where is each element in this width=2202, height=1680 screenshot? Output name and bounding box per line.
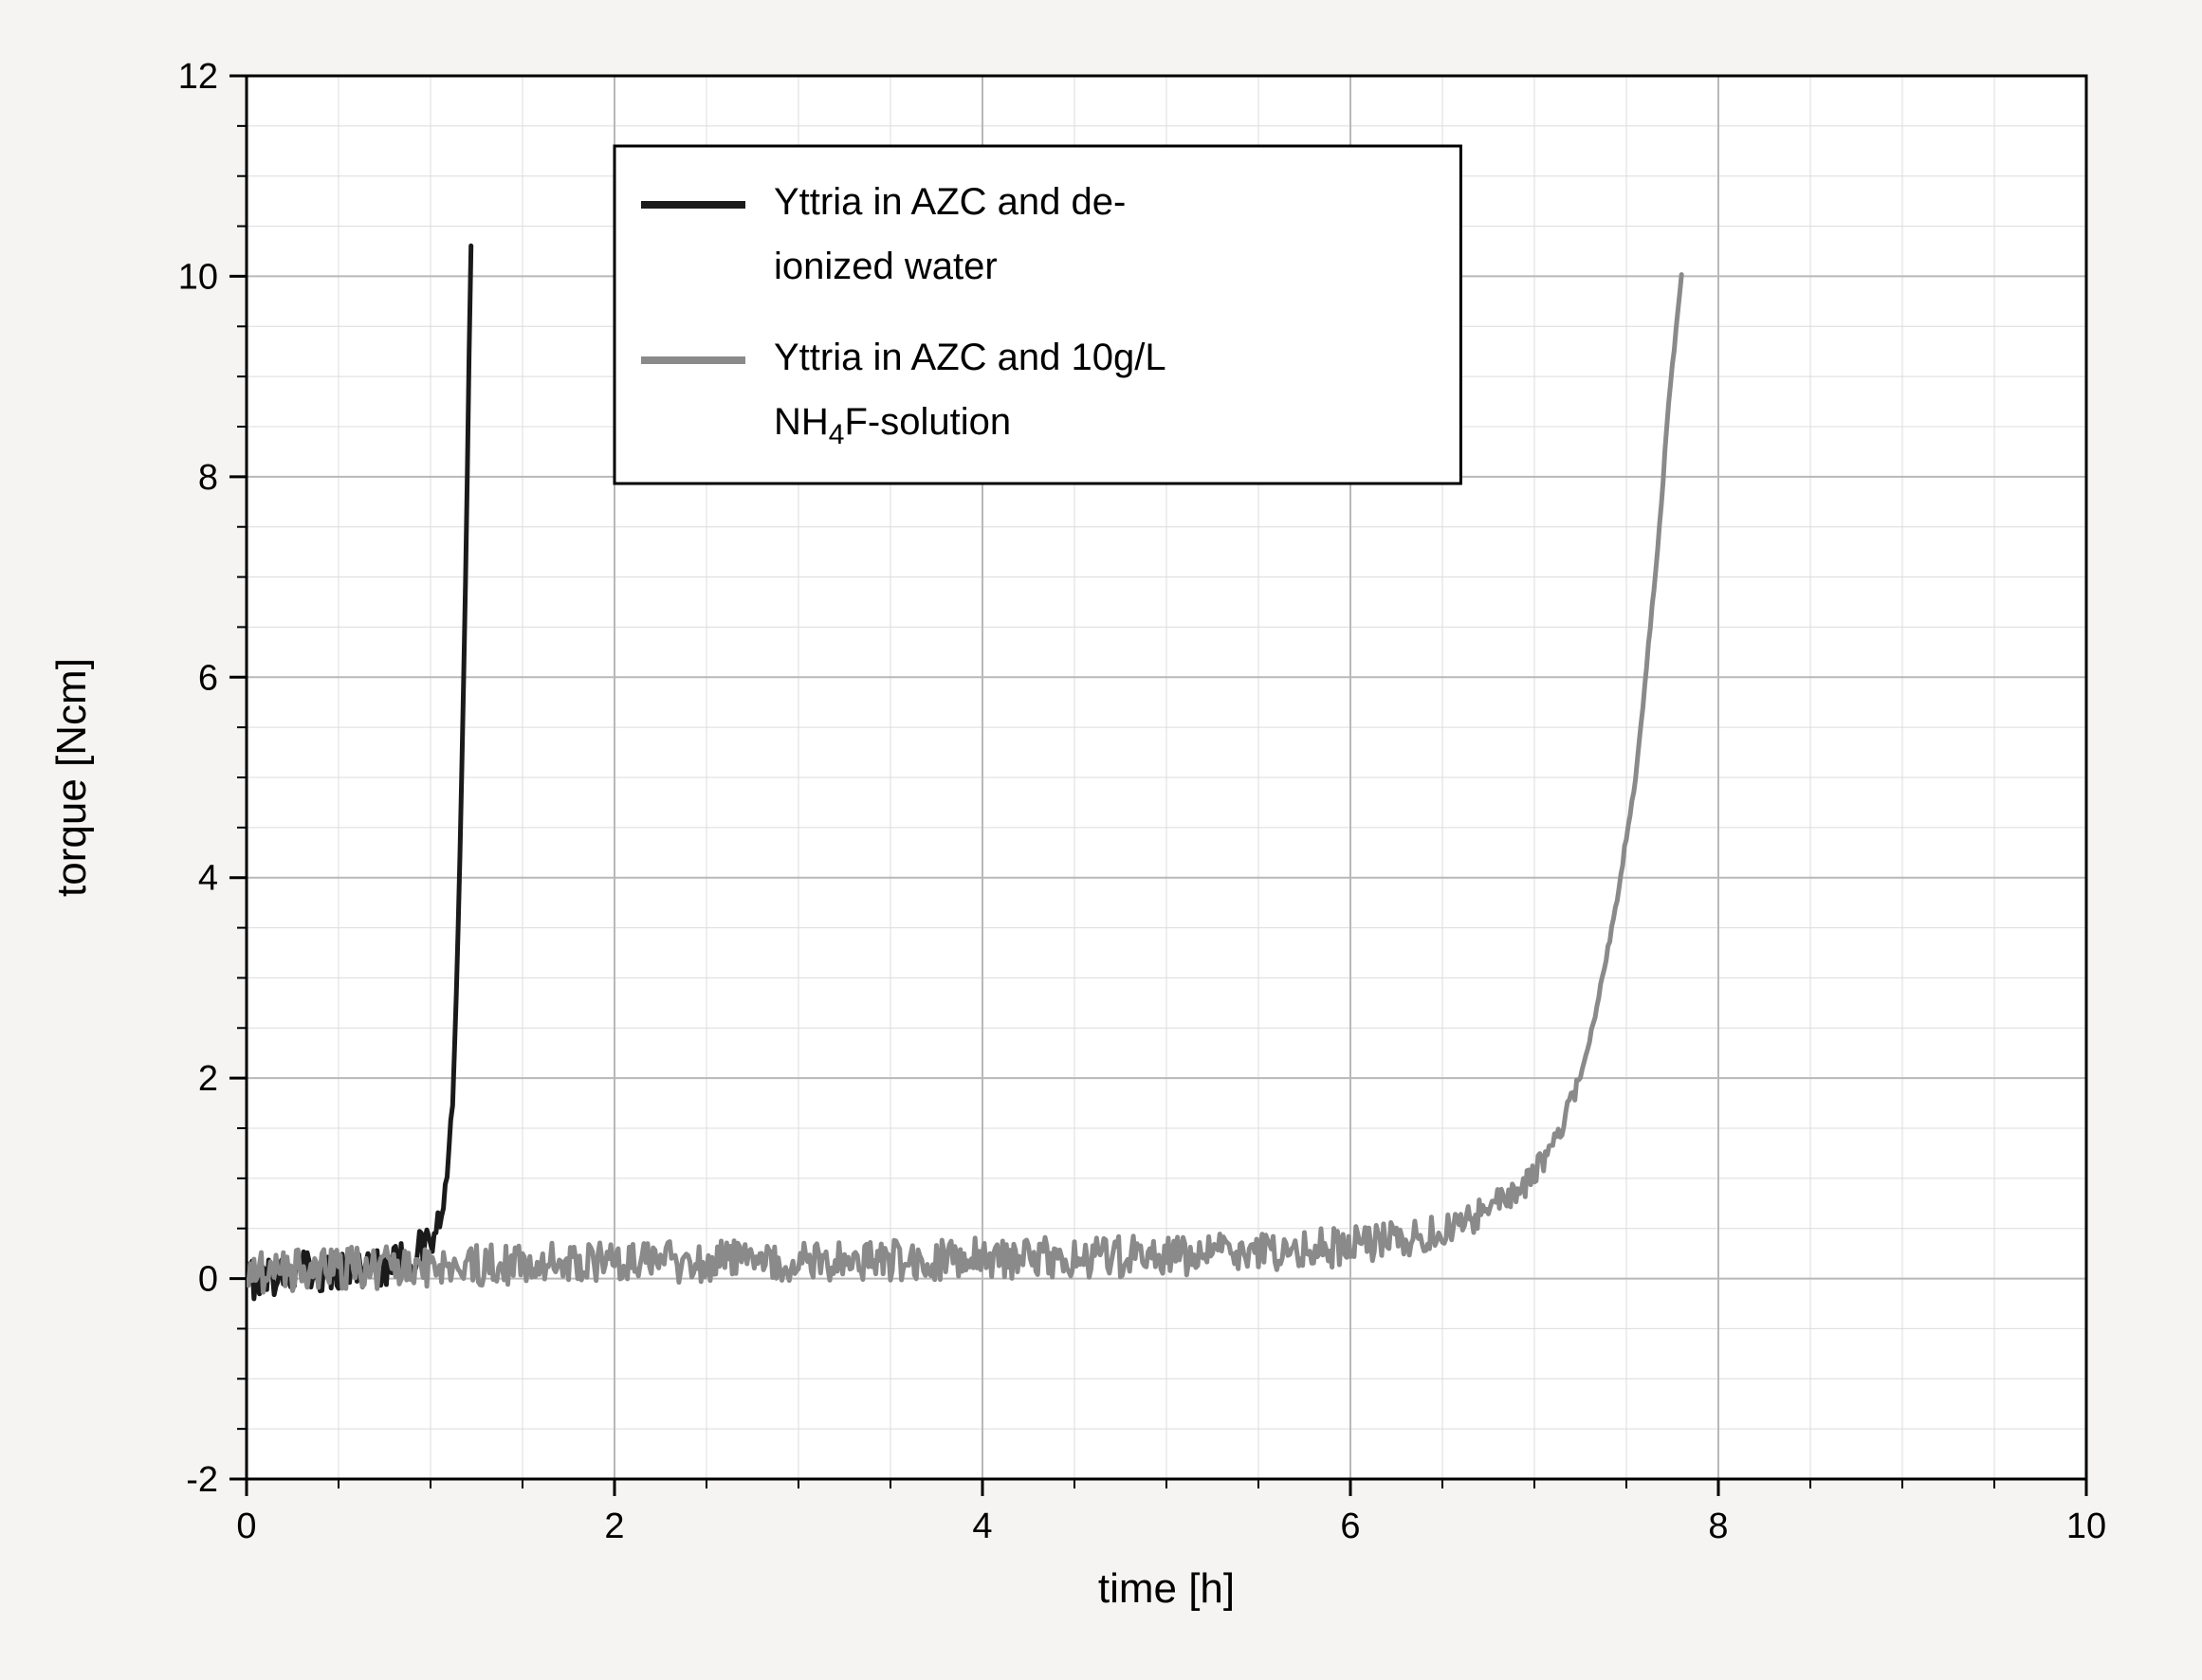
y-tick-label: 4: [198, 859, 218, 899]
legend-label-line2: ionized water: [774, 246, 998, 287]
y-tick-label: 8: [198, 458, 218, 498]
y-tick-label: 6: [198, 658, 218, 698]
legend-label-line1: Yttria in AZC and 10g/L: [774, 337, 1166, 378]
x-tick-label: 8: [1708, 1507, 1728, 1546]
x-tick-label: 4: [972, 1507, 992, 1546]
x-tick-label: 10: [2066, 1507, 2106, 1546]
torque-vs-time-chart: 0 2 4 6 8 10 -2 0 2 4 6 8 10 12 time [h] torque [Ncm] Yt…: [0, 0, 2202, 1680]
legend-swatch: [641, 201, 745, 209]
y-axis-label: torque [Ncm]: [48, 658, 95, 897]
chart-container: { "chart": { "type": "line", "xlabel": "…: [0, 0, 2202, 1680]
y-tick-label: 10: [178, 257, 218, 297]
x-tick-label: 2: [604, 1507, 624, 1546]
x-axis-label: time [h]: [1098, 1565, 1235, 1612]
y-tick-label: -2: [186, 1460, 218, 1500]
x-tick-label: 0: [236, 1507, 256, 1546]
y-tick-label: 2: [198, 1059, 218, 1099]
legend: Yttria in AZC and de-ionized water Yttria…: [615, 146, 1460, 484]
y-tick-label: 12: [178, 57, 218, 97]
x-tick-label: 6: [1340, 1507, 1360, 1546]
y-tick-label: 0: [198, 1260, 218, 1300]
legend-swatch: [641, 356, 745, 364]
legend-label-line1: Yttria in AZC and de-: [774, 181, 1126, 223]
